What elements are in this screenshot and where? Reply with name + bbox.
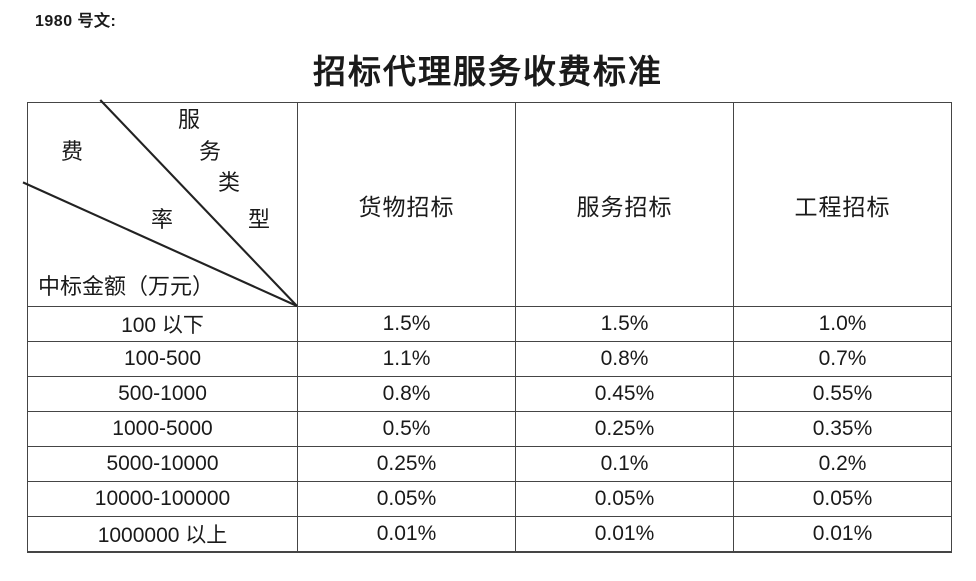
rate-value: 1.0%: [733, 306, 952, 342]
rate-value: 0.5%: [297, 411, 516, 447]
rate-value: 0.45%: [515, 376, 734, 412]
rate-value: 0.25%: [297, 446, 516, 482]
corner-label-fee-char: 费: [61, 140, 84, 165]
rate-value: 0.05%: [515, 481, 734, 517]
rate-value: 0.01%: [515, 516, 734, 552]
corner-label-service-char: 务: [199, 140, 222, 165]
rate-value: 0.2%: [733, 446, 952, 482]
column-header-engineering: 工程招标: [733, 102, 952, 307]
row-label: 500-1000: [27, 376, 298, 412]
rate-value: 1.1%: [297, 341, 516, 377]
rate-value: 0.01%: [733, 516, 952, 552]
row-label: 5000-10000: [27, 446, 298, 482]
rate-value: 0.35%: [733, 411, 952, 447]
header-row: 费 服 务 类 型 率 中标金额（万元） 货物招标 服务招标 工程招标: [22, 99, 952, 307]
row-label: 1000000 以上: [27, 516, 298, 552]
table-row: 500-1000 0.8% 0.45% 0.55%: [27, 376, 952, 412]
row-label: 10000-100000: [27, 481, 298, 517]
rate-value: 0.01%: [297, 516, 516, 552]
table-row: 100-500 1.1% 0.8% 0.7%: [27, 341, 952, 377]
rate-value: 1.5%: [515, 306, 734, 342]
column-header-goods: 货物招标: [297, 102, 516, 307]
rate-value: 0.25%: [515, 411, 734, 447]
table-row: 5000-10000 0.25% 0.1% 0.2%: [27, 446, 952, 482]
rate-value: 0.1%: [515, 446, 734, 482]
table-row: 10000-100000 0.05% 0.05% 0.05%: [27, 481, 952, 517]
column-header-service: 服务招标: [515, 102, 734, 307]
rate-value: 0.7%: [733, 341, 952, 377]
rate-value: 0.05%: [297, 481, 516, 517]
fee-standard-table: 费 服 务 类 型 率 中标金额（万元） 货物招标 服务招标 工程招标 100 …: [22, 99, 952, 553]
rate-value: 0.8%: [515, 341, 734, 377]
corner-label-amount: 中标金额（万元）: [38, 274, 215, 300]
row-label: 100-500: [27, 341, 298, 377]
table-row: 1000000 以上 0.01% 0.01% 0.01%: [27, 516, 952, 552]
rate-value: 0.05%: [733, 481, 952, 517]
corner-label-rate-char: 率: [151, 208, 174, 233]
rate-value: 1.5%: [297, 306, 516, 342]
corner-label-service-char: 型: [248, 208, 271, 233]
row-label: 1000-5000: [27, 411, 298, 447]
row-label: 100 以下: [27, 306, 298, 342]
rate-value: 0.55%: [733, 376, 952, 412]
corner-label-service-char: 类: [218, 171, 241, 196]
corner-label-service-char: 服: [178, 108, 201, 133]
doc-ref-number: 1980 号文:: [35, 13, 117, 30]
rate-value: 0.8%: [297, 376, 516, 412]
table-row: 100 以下 1.5% 1.5% 1.0%: [27, 306, 952, 342]
table-row: 1000-5000 0.5% 0.25% 0.35%: [27, 411, 952, 447]
page-title: 招标代理服务收费标准: [313, 52, 663, 91]
corner-header-cell: 费 服 务 类 型 率 中标金额（万元）: [22, 99, 298, 307]
